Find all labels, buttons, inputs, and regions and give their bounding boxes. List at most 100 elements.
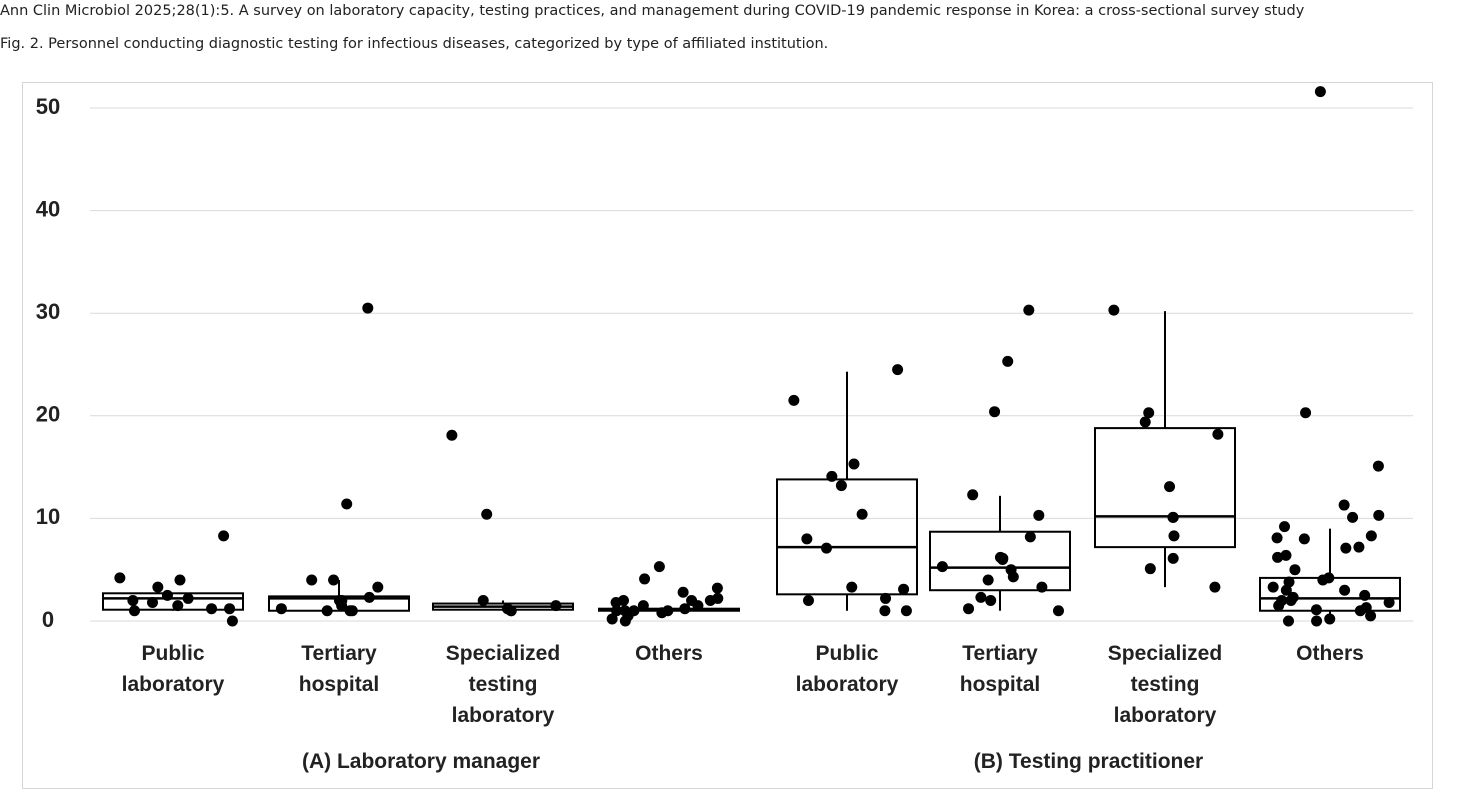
- data-point: [1271, 532, 1283, 544]
- data-point: [1353, 541, 1365, 553]
- y-tick-label: 0: [42, 607, 54, 632]
- caption: Fig. 2. Personnel conducting diagnostic …: [0, 36, 829, 52]
- data-point: [1383, 597, 1395, 609]
- data-point: [306, 574, 318, 586]
- data-point: [372, 581, 384, 593]
- data-point: [692, 600, 704, 612]
- data-point: [967, 489, 979, 501]
- x-tick-label: Others: [1296, 642, 1364, 665]
- data-point: [363, 591, 375, 603]
- data-point: [1024, 531, 1036, 543]
- data-point: [1209, 581, 1221, 593]
- data-point: [975, 591, 987, 603]
- data-point: [1314, 86, 1326, 98]
- data-point: [1282, 615, 1294, 627]
- data-point: [321, 605, 333, 617]
- data-point: [1143, 407, 1155, 419]
- box: [929, 530, 1071, 592]
- data-point: [989, 406, 1001, 418]
- data-point: [1023, 304, 1035, 316]
- data-point: [611, 605, 623, 617]
- y-tick-label: 40: [36, 196, 60, 221]
- data-point: [801, 533, 813, 545]
- data-point: [1036, 581, 1048, 593]
- data-point: [505, 605, 517, 617]
- data-point: [1002, 355, 1014, 367]
- data-point: [1280, 584, 1292, 596]
- data-point: [1317, 574, 1329, 586]
- data-point: [1338, 499, 1350, 511]
- data-point: [152, 581, 164, 593]
- data-point: [1280, 549, 1292, 561]
- data-point: [226, 615, 238, 627]
- data-point: [146, 597, 158, 609]
- data-point: [820, 542, 832, 554]
- data-point: [1139, 416, 1151, 428]
- box: [102, 592, 244, 611]
- data-point: [218, 530, 230, 542]
- x-tick-label: Tertiary hospital: [298, 642, 380, 696]
- data-point: [1324, 613, 1336, 625]
- data-point: [446, 429, 458, 441]
- data-point: [704, 594, 716, 606]
- data-point: [1365, 610, 1377, 622]
- data-point: [606, 613, 618, 625]
- x-tick-label: Specialized testing laboratory: [1107, 642, 1223, 727]
- data-point: [1033, 509, 1045, 521]
- data-point: [127, 594, 139, 606]
- data-point: [161, 589, 173, 601]
- data-point: [1164, 481, 1176, 493]
- data-point: [206, 603, 218, 615]
- data-point: [477, 594, 489, 606]
- data-point: [619, 615, 631, 627]
- data-point: [1273, 600, 1285, 612]
- data-point: [128, 605, 140, 617]
- panel-label: (A) Laboratory manager: [301, 750, 541, 773]
- data-point: [1272, 551, 1284, 563]
- data-point: [711, 582, 723, 594]
- data-point: [835, 480, 847, 492]
- data-point: [1354, 605, 1366, 617]
- data-point: [224, 603, 236, 615]
- data-point: [328, 574, 340, 586]
- y-tick-label: 50: [36, 94, 60, 119]
- data-point: [346, 605, 358, 617]
- data-point: [982, 574, 994, 586]
- data-point: [1359, 589, 1371, 601]
- data-point: [1311, 615, 1323, 627]
- data-point: [341, 498, 353, 510]
- data-point: [174, 574, 186, 586]
- data-point: [1339, 584, 1351, 596]
- data-point: [848, 458, 860, 470]
- data-point: [1372, 460, 1384, 472]
- data-point: [550, 600, 562, 612]
- data-point: [114, 572, 126, 584]
- data-point: [679, 603, 691, 615]
- data-point: [1267, 581, 1279, 593]
- data-point: [1365, 530, 1377, 542]
- data-point: [879, 605, 891, 617]
- data-point: [275, 603, 287, 615]
- data-point: [856, 508, 868, 520]
- data-point: [997, 553, 1009, 565]
- data-point: [1279, 521, 1291, 533]
- chart-frame: [22, 82, 1433, 789]
- data-point: [637, 600, 649, 612]
- x-tick-label: Public laboratory: [121, 642, 225, 696]
- data-point: [963, 603, 975, 615]
- data-point: [892, 364, 904, 376]
- data-point: [802, 594, 814, 606]
- data-point: [182, 592, 194, 604]
- data-point: [1289, 564, 1301, 576]
- x-tick-label: Tertiary hospital: [959, 642, 1041, 696]
- data-point: [898, 583, 910, 595]
- data-point: [1347, 511, 1359, 523]
- data-point: [656, 607, 668, 619]
- data-point: [481, 508, 493, 520]
- data-point: [677, 586, 689, 598]
- data-point: [1300, 407, 1312, 419]
- data-point: [1298, 533, 1310, 545]
- y-tick-label: 20: [36, 402, 60, 427]
